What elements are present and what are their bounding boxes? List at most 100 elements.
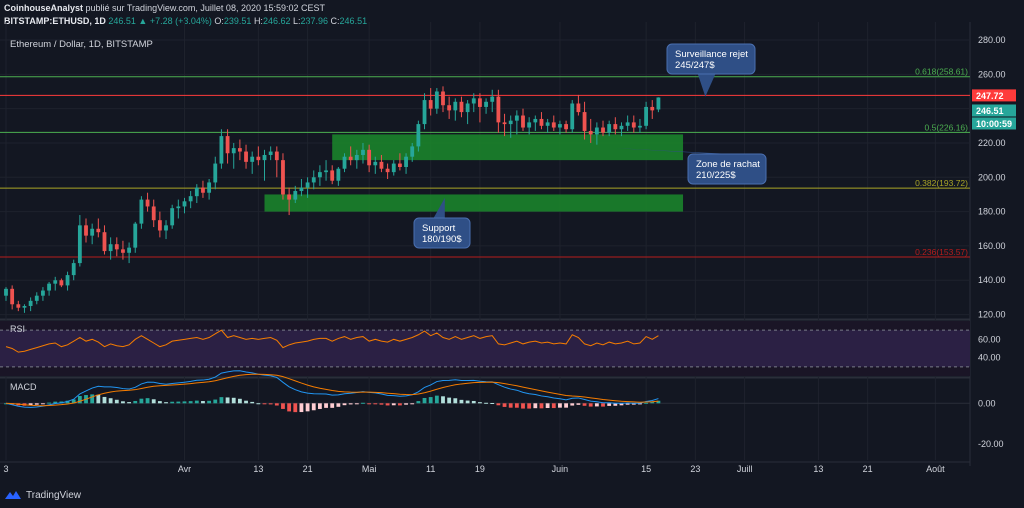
author-name[interactable]: CoinhouseAnalyst — [4, 3, 84, 13]
candle — [305, 177, 310, 198]
tradingview-brand[interactable]: TradingView — [26, 489, 82, 501]
candle-body — [594, 127, 599, 135]
candle — [582, 101, 587, 140]
candle-body — [293, 191, 298, 200]
price-badge — [972, 89, 1016, 102]
y-tick-label: 280.00 — [978, 35, 1006, 45]
candle-body — [41, 290, 45, 296]
x-tick-label: Juin — [552, 464, 569, 474]
low-value: 237.96 — [300, 16, 329, 26]
macd-hist-bar — [508, 403, 513, 408]
candle — [508, 115, 513, 138]
candle-body — [527, 122, 532, 128]
candle — [330, 165, 335, 185]
macd-hist-bar — [607, 403, 612, 406]
macd-hist-bar — [348, 403, 353, 405]
candle — [201, 180, 205, 198]
macd-hist-bar — [188, 401, 193, 404]
macd-hist-bar — [521, 403, 525, 409]
candle-body — [10, 288, 15, 305]
macd-hist-bar — [613, 403, 618, 406]
candle-body — [16, 304, 21, 308]
candle — [373, 156, 378, 174]
candle-body — [201, 187, 205, 193]
price-badge-label: 246.51 — [976, 106, 1004, 116]
candle — [484, 98, 488, 114]
candle — [213, 156, 218, 190]
macd-hist-bar — [53, 401, 58, 404]
support-rect — [264, 194, 684, 212]
open-value: 239.51 — [223, 16, 252, 26]
macd-hist-bar — [317, 403, 322, 409]
macd-hist-bar — [299, 403, 304, 413]
callout-pointer — [433, 197, 445, 218]
candle-body — [631, 122, 636, 128]
tradingview-logo-icon[interactable] — [4, 489, 22, 501]
macd-hist-bar — [588, 403, 593, 407]
candle-body — [379, 161, 384, 169]
candle-body — [465, 103, 470, 113]
candle — [348, 146, 353, 166]
macd-hist-bar — [490, 402, 495, 404]
candle-body — [354, 154, 359, 161]
y-tick-label: 200.00 — [978, 172, 1006, 182]
candle-body — [601, 127, 605, 133]
candle — [262, 149, 267, 181]
macd-hist-bar — [244, 400, 248, 404]
y-tick-label: 220.00 — [978, 138, 1006, 148]
macd-hist-bar — [219, 397, 224, 404]
macd-hist-bar — [404, 403, 408, 405]
candle — [133, 221, 138, 253]
candle-body — [496, 96, 501, 123]
macd-hist-bar — [305, 403, 310, 412]
y-tick-label: 260.00 — [978, 69, 1006, 79]
candle-body — [77, 225, 82, 264]
callout-pointer — [615, 148, 731, 154]
candle — [601, 120, 605, 137]
candle — [434, 88, 439, 114]
fib-label: 0.236(153.57) — [915, 247, 968, 257]
candle-body — [121, 249, 125, 253]
macd-hist-bar — [361, 402, 365, 404]
x-tick-label: 23 — [690, 464, 700, 474]
candle — [16, 300, 21, 312]
macd-hist-bar — [90, 394, 95, 404]
publish-info: publié sur TradingView.com, Juillet 08, … — [85, 3, 326, 13]
open-label: O: — [214, 16, 224, 26]
macd-hist-bar — [373, 403, 378, 405]
candle-body — [96, 228, 101, 233]
candle — [514, 110, 519, 135]
symbol-label: BITSTAMP:ETHUSD, 1D — [4, 16, 106, 26]
macd-hist-bar — [237, 398, 242, 404]
candle-body — [656, 97, 661, 110]
callout-line2: 210/225$ — [696, 170, 736, 181]
candle-body — [336, 168, 341, 181]
candle — [453, 98, 458, 121]
candle-body — [484, 101, 488, 107]
macd-hist-bar — [151, 399, 156, 404]
candle-body — [478, 98, 482, 107]
macd-hist-bar — [133, 400, 138, 404]
candle — [410, 142, 415, 162]
candle-body — [213, 163, 218, 183]
macd-hist-bar — [447, 397, 452, 404]
candle-body — [170, 208, 175, 226]
candle — [145, 192, 150, 212]
macd-hist-bar — [28, 403, 33, 406]
candle-body — [385, 168, 390, 173]
candle — [613, 117, 618, 135]
macd-hist-bar — [391, 403, 396, 406]
macd-hist-bar — [398, 403, 402, 406]
candle — [650, 100, 655, 119]
candle-body — [441, 91, 445, 106]
x-tick-label: 13 — [253, 464, 263, 474]
fib-label: 0.5(226.16) — [925, 122, 969, 132]
candle — [471, 93, 476, 113]
callout-line1: Support — [422, 223, 456, 234]
candle-body — [281, 160, 285, 195]
candle — [244, 144, 248, 169]
macd-hist-bar — [71, 399, 76, 404]
candle — [459, 96, 464, 118]
rsi-line — [5, 329, 659, 353]
